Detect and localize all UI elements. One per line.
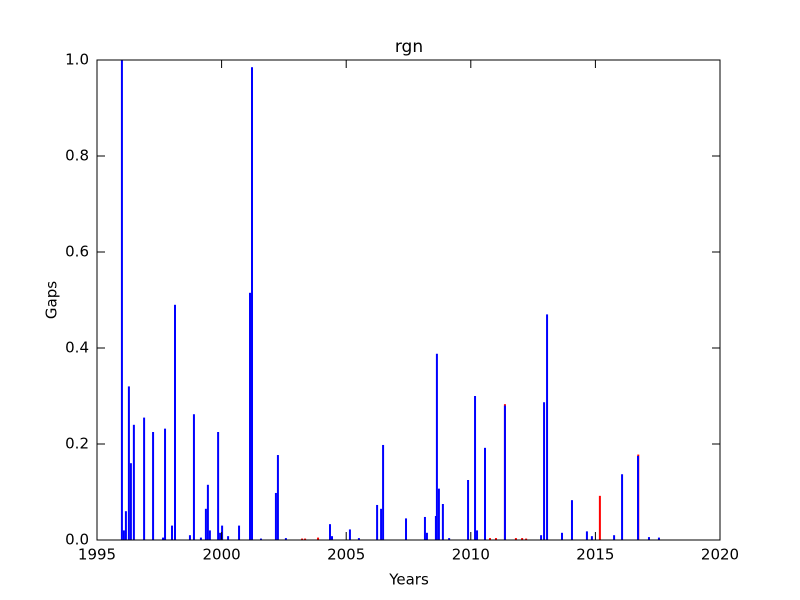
x-tick-label: 2015 (576, 546, 614, 564)
bar (647, 537, 650, 540)
x-tick-label: 2020 (701, 546, 739, 564)
bar (357, 538, 360, 540)
bar (164, 428, 167, 540)
bar (621, 474, 624, 540)
x-tick-label: 2010 (452, 546, 490, 564)
bar (227, 536, 230, 540)
y-tick-label: 0.4 (65, 339, 89, 357)
bar (423, 516, 426, 540)
bar (238, 525, 241, 540)
bar (546, 314, 549, 540)
y-tick-label: 0.8 (65, 147, 89, 165)
bar (199, 537, 202, 540)
bar (376, 504, 379, 540)
bar (162, 537, 165, 540)
bar (204, 508, 207, 540)
bar (152, 432, 155, 540)
y-tick-label: 1.0 (65, 51, 89, 69)
bar (124, 511, 127, 540)
bar (143, 417, 146, 540)
bar (488, 538, 491, 540)
bar (474, 396, 477, 540)
bar (514, 538, 517, 540)
bar (251, 67, 254, 540)
bar (561, 532, 564, 540)
bar (317, 537, 320, 540)
bar (217, 432, 220, 540)
y-tick-label: 0.2 (65, 435, 89, 453)
chart-title: rgn (395, 37, 423, 57)
bar (249, 292, 252, 540)
bar (171, 525, 174, 540)
bar (382, 444, 385, 540)
bar (598, 495, 601, 540)
bar (476, 530, 479, 540)
bar (348, 529, 351, 540)
bar (274, 492, 277, 540)
bar (329, 524, 332, 540)
bar (304, 538, 307, 540)
bar (132, 424, 135, 540)
bar (503, 405, 506, 540)
bar (192, 414, 195, 540)
x-tick-label: 1995 (78, 546, 116, 564)
bar (570, 500, 573, 540)
y-tick-label: 0.0 (65, 531, 89, 549)
plot-frame (96, 59, 721, 541)
bar (613, 535, 616, 540)
bar (219, 532, 222, 540)
bar (521, 538, 524, 540)
bar (484, 447, 487, 540)
bar (173, 304, 176, 540)
bar (284, 538, 287, 540)
bar (127, 386, 130, 540)
bar (448, 538, 451, 540)
bar (259, 538, 262, 540)
x-axis-label: Years (388, 571, 429, 589)
bar (208, 530, 211, 540)
bar (129, 463, 132, 540)
bar (540, 535, 543, 540)
bar (437, 488, 440, 540)
bar (590, 536, 593, 540)
bar (441, 504, 444, 540)
bar (301, 538, 304, 540)
bar (122, 530, 125, 540)
x-tick-label: 2000 (203, 546, 241, 564)
bar (206, 484, 209, 540)
bar (330, 536, 333, 540)
bar (657, 537, 660, 540)
y-axis-label: Gaps (43, 281, 61, 319)
plot-area (120, 60, 660, 540)
bar (435, 353, 438, 540)
bar (276, 455, 279, 540)
bar (585, 531, 588, 540)
bar (380, 508, 383, 540)
bar (637, 456, 640, 540)
bar (525, 538, 528, 540)
y-tick-label: 0.6 (65, 243, 89, 261)
bar (543, 402, 546, 540)
bar (467, 480, 470, 540)
bar (425, 532, 428, 540)
x-tick-label: 2005 (327, 546, 365, 564)
bar (120, 60, 123, 540)
bar (405, 518, 408, 540)
bar (188, 535, 191, 540)
bar (494, 538, 497, 540)
